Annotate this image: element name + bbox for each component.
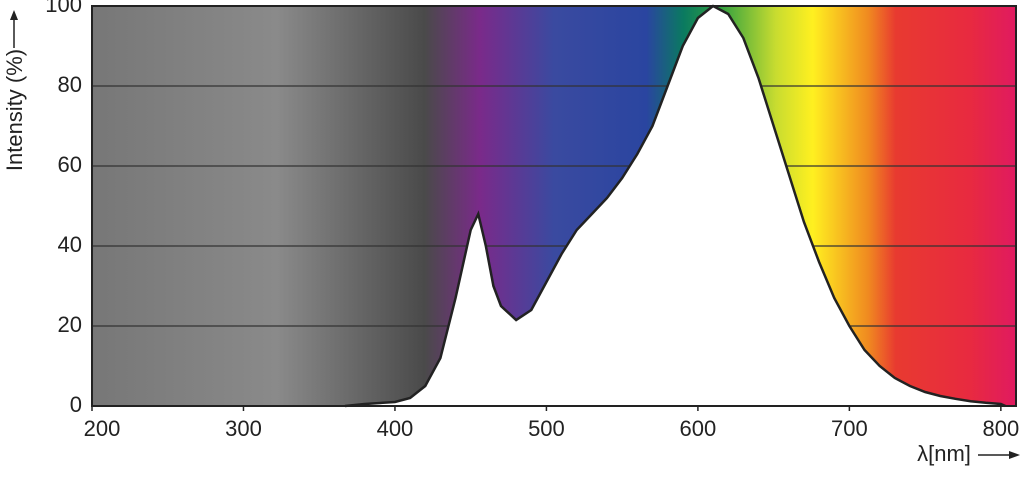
y-arrow [10,10,18,48]
y-tick-label: 20 [58,312,82,337]
curve-line [344,4,1006,408]
x-tick-label: 500 [528,416,565,441]
y-tick-label: 100 [45,0,82,17]
x-tick-label: 700 [831,416,868,441]
x-tick-label: 400 [377,416,414,441]
y-tick-label: 40 [58,232,82,257]
plot-frame [91,5,1017,407]
x-tick-label: 800 [982,416,1019,441]
x-tick-label: 300 [225,416,262,441]
y-axis-label: Intensity (%) [2,49,27,171]
y-tick-label: 60 [58,152,82,177]
y-tick-label: 80 [58,72,82,97]
x-tick-label: 200 [84,416,121,441]
x-axis-label: λ[nm] [917,441,971,466]
x-tick-label: 600 [680,416,717,441]
y-tick-label: 0 [70,392,82,417]
area-fill [344,6,1006,406]
x-arrow [978,451,1020,459]
